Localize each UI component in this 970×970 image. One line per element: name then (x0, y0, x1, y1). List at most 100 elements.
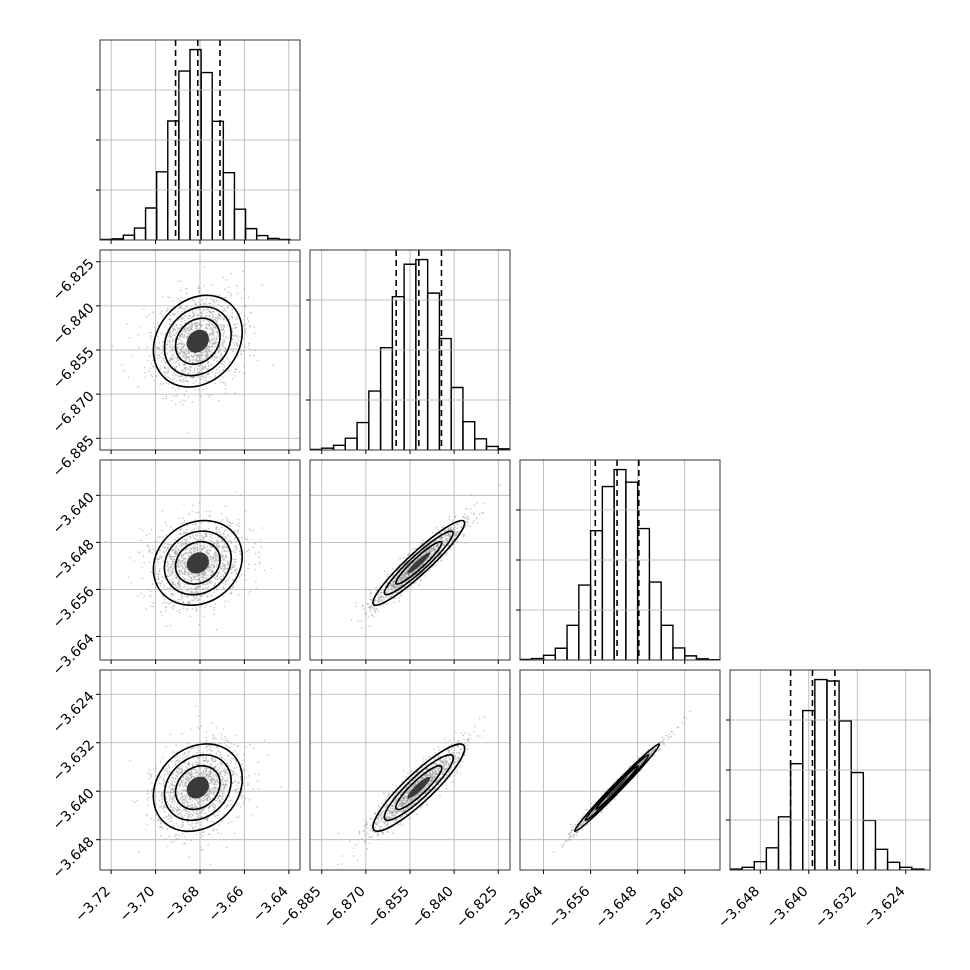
sample-point (181, 590, 183, 593)
sample-point (361, 605, 363, 608)
sample-point (137, 851, 140, 853)
sample-point (187, 368, 189, 371)
sample-point (246, 539, 248, 541)
sample-point (159, 582, 162, 584)
sample-point (444, 534, 447, 536)
sample-point (196, 573, 198, 576)
sample-point (194, 597, 197, 599)
sample-point (433, 550, 436, 553)
sample-point (167, 376, 169, 378)
sample-point (150, 528, 153, 531)
sample-point (233, 561, 235, 564)
sample-point (188, 602, 191, 605)
sample-point (161, 529, 163, 532)
sample-point (150, 338, 152, 340)
sample-point (205, 365, 208, 367)
sample-point (210, 605, 212, 607)
sample-point (217, 361, 219, 363)
sample-point (152, 365, 154, 367)
sample-point (239, 313, 241, 315)
sample-point (357, 620, 360, 622)
sample-point (218, 545, 220, 547)
y-tick-label: −3.640 (50, 490, 98, 538)
sample-point (180, 289, 182, 292)
sample-point (174, 334, 176, 337)
sample-point (182, 607, 185, 610)
sample-point (215, 589, 218, 592)
sample-point (205, 604, 208, 607)
sample-point (234, 573, 237, 575)
sample-point (244, 315, 246, 317)
sample-point (139, 527, 141, 530)
hist-bar (222, 172, 236, 240)
sample-point (200, 547, 203, 550)
sample-point (155, 540, 158, 543)
sample-point (408, 574, 411, 577)
sample-point (181, 563, 183, 565)
sample-point (189, 536, 191, 538)
sample-point (219, 381, 222, 384)
sample-point (199, 550, 202, 553)
sample-point (201, 314, 203, 317)
sample-point (159, 383, 161, 386)
sample-point (195, 358, 197, 361)
sample-point (111, 345, 114, 347)
sample-point (172, 328, 175, 331)
sample-point (177, 586, 179, 588)
sample-point (247, 784, 249, 786)
sample-point (182, 600, 184, 603)
sample-point (235, 318, 237, 321)
sample-point (392, 580, 394, 582)
sample-point (424, 575, 427, 577)
sample-point (206, 373, 209, 375)
sample-point (230, 769, 232, 771)
sample-point (201, 549, 203, 552)
sample-point (245, 332, 247, 334)
sample-point (177, 346, 179, 349)
sample-point (186, 287, 188, 290)
sample-point (280, 786, 282, 788)
sample-point (204, 379, 207, 381)
sample-point (381, 600, 384, 602)
sample-point (181, 598, 183, 600)
sample-point (185, 542, 187, 545)
sample-point (186, 315, 188, 318)
sample-point (148, 551, 150, 554)
sample-point (213, 359, 216, 362)
sample-point (200, 595, 202, 597)
sample-point (439, 543, 441, 545)
sample-point (167, 367, 169, 369)
sample-point (178, 375, 181, 378)
sample-point (223, 549, 226, 552)
y-tick-label: −6.840 (50, 300, 98, 348)
sample-point (186, 528, 188, 531)
sample-point (223, 789, 225, 791)
sample-point (184, 366, 187, 369)
sample-point (223, 366, 226, 368)
sample-point (193, 598, 196, 601)
sample-point (211, 333, 213, 335)
hist-bar (474, 438, 488, 450)
sample-point (246, 550, 248, 553)
sample-point (199, 770, 201, 772)
sample-point (421, 541, 424, 544)
sample-point (223, 559, 225, 562)
sample-point (168, 543, 171, 546)
sample-point (198, 377, 201, 379)
sample-point (227, 370, 229, 373)
sample-point (225, 545, 228, 548)
sample-point (252, 747, 255, 750)
contour-line (174, 540, 221, 585)
sample-point (202, 583, 204, 586)
sample-point (233, 344, 236, 347)
sample-point (170, 606, 173, 608)
sample-point (216, 563, 218, 566)
sample-point (201, 365, 204, 367)
sample-point (200, 315, 202, 318)
sample-point (396, 585, 398, 587)
sample-point (223, 307, 226, 310)
sample-point (162, 383, 165, 385)
sample-point (412, 548, 415, 550)
sample-point (234, 323, 236, 326)
sample-point (238, 537, 240, 540)
